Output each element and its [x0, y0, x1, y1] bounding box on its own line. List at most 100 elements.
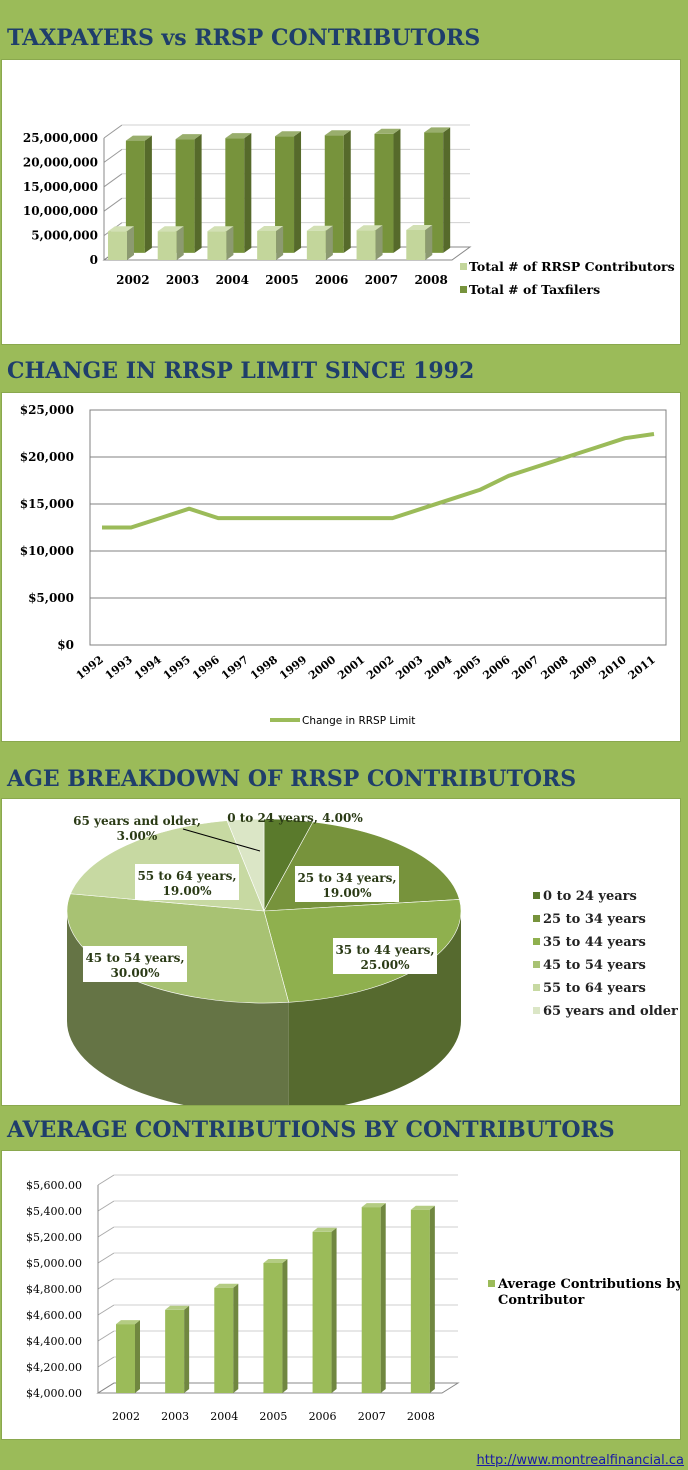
legend-label: Change in RRSP Limit [302, 715, 415, 727]
x-tick-label: 2006 [480, 653, 512, 682]
average-contribution-bar [312, 1227, 337, 1393]
pie-label-box-4 [135, 864, 239, 900]
y-grid-diagonal [103, 124, 123, 139]
pie-label-box-2 [333, 938, 437, 974]
y-grid-diagonal [97, 1252, 115, 1264]
x-tick-label: 1992 [74, 653, 106, 682]
contributors-bar [207, 226, 234, 260]
x-tick-label: 2007 [365, 273, 398, 287]
contributors-bar [157, 226, 184, 260]
y-tick-label: 25,000,000 [23, 131, 98, 145]
x-tick-label: 2003 [166, 273, 199, 287]
contributors-bar [406, 224, 433, 260]
section-title-age-breakdown: AGE BREAKDOWN OF RRSP CONTRIBUTORS [0, 762, 688, 796]
x-tick-label: 1998 [248, 653, 280, 682]
y-grid-diagonal [103, 173, 123, 188]
x-tick-label: 1996 [190, 653, 222, 682]
taxfilers-bar [424, 127, 451, 253]
section-title-taxpayers: TAXPAYERS vs RRSP CONTRIBUTORS [0, 21, 688, 55]
rrsp-limit-line [102, 431, 655, 530]
y-tick-label: $0 [57, 638, 74, 652]
x-tick-label: 2004 [216, 273, 249, 287]
pie-side-3 [67, 911, 289, 1105]
x-tick-label: 2004 [422, 653, 454, 682]
average-contribution-bar [410, 1205, 435, 1393]
x-tick-label: 2006 [309, 1410, 337, 1423]
average-contribution-bar [214, 1283, 239, 1393]
legend-label-4: 55 to 64 years [543, 981, 646, 996]
y-grid-diagonal [97, 1356, 115, 1368]
x-tick-label: 2005 [451, 653, 483, 682]
legend-swatch-0 [533, 892, 540, 899]
y-grid-diagonal [103, 197, 123, 212]
footer-link[interactable]: http://www.montrealfinancial.ca [476, 1453, 684, 1468]
x-tick-label: 2005 [265, 273, 298, 287]
y-tick-label: 0 [90, 253, 98, 267]
legend-label-1: Total # of Taxfilers [469, 282, 600, 297]
legend-swatch-1 [533, 915, 540, 922]
pie-side-2 [288, 911, 461, 1105]
average-contribution-bar [116, 1320, 140, 1393]
x-tick-label: 2008 [407, 1410, 435, 1423]
y-tick-label: $4,800.00 [26, 1283, 82, 1296]
average-contributions-chart-panel: $5,600.00 $5,400.00 $5,200.00 $5,000.00 $4,8… [1, 1150, 681, 1440]
x-tick-label: 1995 [161, 653, 193, 682]
average-contribution-bar [361, 1203, 386, 1393]
legend-swatch [488, 1280, 495, 1287]
pie-slice-5 [226, 818, 265, 912]
y-tick-label: 20,000,000 [23, 155, 98, 169]
pie-data-label-1: 25 to 34 years, 19.00% [297, 871, 396, 900]
taxpayers-chart-panel: 25,000,000 20,000,000 15,000,000 10,000,000… [1, 59, 681, 345]
taxfilers-bar [125, 135, 152, 253]
legend-label-3: 45 to 54 years [543, 958, 646, 973]
x-tick-label: 1999 [277, 653, 309, 682]
y-tick-label: $4,000.00 [26, 1387, 82, 1400]
x-tick-label: 1993 [103, 653, 135, 682]
legend-swatch-2 [533, 938, 540, 945]
y-grid-diagonal [97, 1226, 115, 1238]
pie-leader-line [182, 828, 261, 852]
y-tick-label: $5,000.00 [26, 1257, 82, 1270]
contributors-bar [356, 225, 383, 260]
y-tick-label: $10,000 [20, 544, 74, 558]
taxfilers-bar [374, 128, 401, 253]
legend-label-0: 0 to 24 years [543, 889, 637, 904]
x-tick-label: 2007 [358, 1410, 386, 1423]
x-tick-label: 2000 [306, 653, 338, 682]
y-tick-label: $4,600.00 [26, 1309, 82, 1322]
y-grid-diagonal [97, 1304, 115, 1316]
age-breakdown-chart-panel: 0 to 24 years, 4.00% 25 to 34 years, 19.00… [1, 798, 681, 1106]
x-tick-label: 2003 [393, 653, 425, 682]
pie-data-label-5: 65 years and older, 3.00% [73, 814, 201, 843]
legend-label: Average Contributions by Contributor [497, 1277, 681, 1308]
legend-swatch-4 [533, 984, 540, 991]
y-tick-label: $4,400.00 [26, 1335, 82, 1348]
taxfilers-bar [324, 130, 351, 253]
legend-swatch-5 [533, 1007, 540, 1014]
y-tick-label: 5,000,000 [31, 229, 98, 243]
y-grid-diagonal [97, 1200, 115, 1212]
y-tick-label: 15,000,000 [23, 180, 98, 194]
y-grid-diagonal [97, 1174, 115, 1186]
pie-label-box-1 [295, 866, 399, 902]
y-grid-diagonal [97, 1278, 115, 1290]
x-tick-label: 1994 [132, 653, 164, 682]
x-tick-label: 2002 [116, 273, 149, 287]
taxpayers-vs-contributors-chart: 25,000,000 20,000,000 15,000,000 10,000,000… [23, 124, 675, 297]
pie-data-label-0: 0 to 24 years, 4.00% [227, 811, 363, 825]
contributors-bar [257, 225, 284, 260]
pie-label-box-3 [83, 946, 187, 982]
legend-label-0: Total # of RRSP Contributors [469, 259, 675, 274]
contributors-bar [306, 225, 333, 260]
y-tick-label: $20,000 [20, 450, 74, 464]
x-tick-label: 2002 [364, 653, 396, 682]
section-title-average-contributions: AVERAGE CONTRIBUTIONS BY CONTRIBUTORS [0, 1113, 688, 1147]
pie-data-label-2: 35 to 44 years, 25.00% [335, 943, 434, 972]
legend-swatch-1 [460, 286, 467, 293]
section-title-rrsp-limit: CHANGE IN RRSP LIMIT SINCE 1992 [0, 354, 688, 388]
x-tick-label: 2008 [539, 653, 571, 682]
average-contribution-bar [165, 1305, 190, 1393]
rrsp-limit-chart-panel: $25,000 $20,000 $15,000 $10,000 $5,000 $0 1992… [1, 392, 681, 742]
legend-label-2: 35 to 44 years [543, 935, 646, 950]
taxfilers-bar [225, 133, 252, 253]
